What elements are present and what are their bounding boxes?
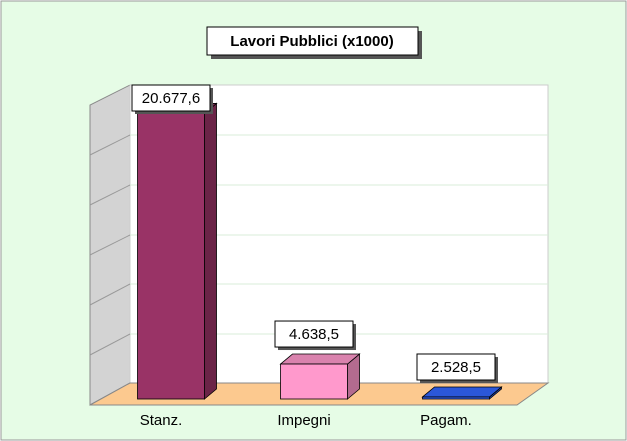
value-label-box: [416, 353, 496, 381]
x-tick-label: Impegni: [277, 412, 330, 429]
grid-line: [89, 333, 131, 356]
value-label-box: [274, 320, 354, 348]
value-label: 4.638,5: [289, 326, 339, 343]
grid-line: [89, 234, 131, 256]
value-label-box: [131, 84, 211, 112]
bar-side: [204, 102, 217, 400]
value-label: 2.528,5: [431, 359, 481, 376]
bar-top: [421, 386, 503, 398]
bar: [137, 113, 205, 400]
value-label: 20.677,6: [142, 90, 200, 107]
grid-line: [89, 184, 131, 206]
chart-title: Lavori Pubblici (x1000): [230, 33, 393, 50]
bar: [280, 363, 348, 400]
title-box: [206, 26, 419, 56]
left-grid: [89, 134, 131, 356]
bar: [422, 396, 490, 400]
grid-line: [89, 134, 131, 156]
x-tick-label: Pagam.: [420, 412, 472, 429]
grid-line: [89, 283, 131, 306]
x-tick-label: Stanz.: [140, 412, 183, 429]
bar-top: [279, 353, 361, 365]
